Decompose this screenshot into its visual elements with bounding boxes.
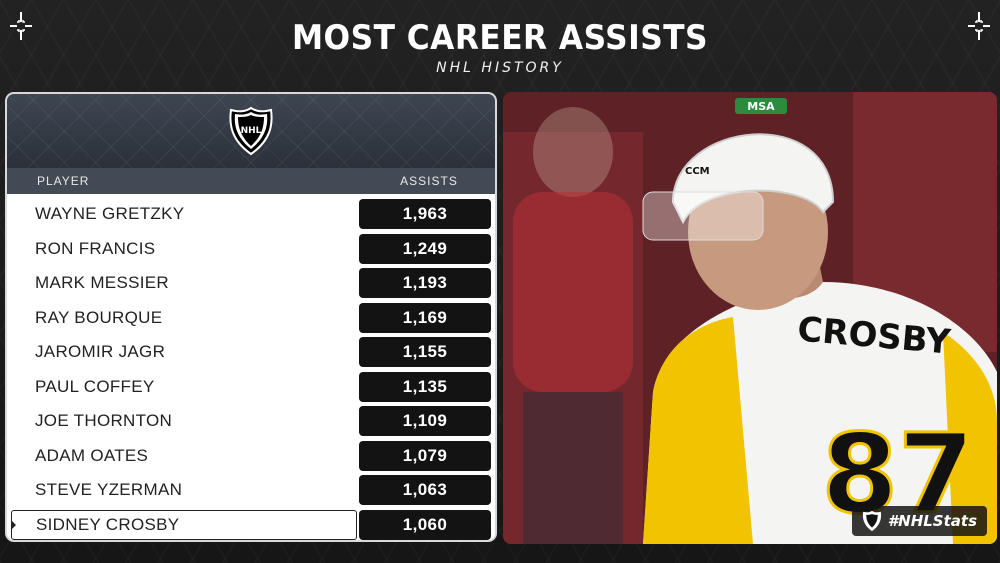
table-row-highlighted: SIDNEY CROSBY 1,060 — [11, 509, 491, 540]
table-body: WAYNE GRETZKY 1,963 RON FRANCIS 1,249 MARK M… — [7, 194, 495, 540]
player-name: MARK MESSIER — [11, 268, 359, 298]
assists-value: 1,063 — [359, 475, 491, 505]
helmet-sponsor-text: MSA — [747, 100, 775, 113]
table-row: ADAM OATES 1,079 — [11, 440, 491, 471]
hashtag-text: #NHLStats — [887, 512, 977, 530]
player-name: WAYNE GRETZKY — [11, 199, 359, 229]
assists-value: 1,060 — [359, 509, 491, 540]
column-header-assists: ASSISTS — [400, 174, 458, 188]
table-row: RAY BOURQUE 1,169 — [11, 302, 491, 333]
page-title: MOST CAREER ASSISTS — [291, 18, 709, 58]
highlight-marker-icon — [11, 519, 16, 530]
crosshair-ornament-icon — [968, 12, 990, 40]
assists-value: 1,169 — [359, 302, 491, 333]
player-name: JAROMIR JAGR — [11, 337, 359, 367]
player-photo-illustration: MSA CCM CROSBY 87 — [503, 92, 997, 544]
column-header-player: PLAYER — [37, 174, 90, 188]
table-row: JOE THORNTON 1,109 — [11, 406, 491, 436]
table-row: WAYNE GRETZKY 1,963 — [11, 199, 491, 229]
player-name: JOE THORNTON — [11, 406, 359, 436]
table-row: JAROMIR JAGR 1,155 — [11, 337, 491, 367]
assists-value: 1,193 — [359, 268, 491, 298]
table-row: PAUL COFFEY 1,135 — [11, 371, 491, 402]
assists-value: 1,963 — [359, 199, 491, 229]
player-name: SIDNEY CROSBY — [11, 509, 357, 540]
table-row: STEVE YZERMAN 1,063 — [11, 475, 491, 505]
table-column-headers: PLAYER ASSISTS — [7, 168, 495, 194]
logo-text: NHL — [241, 126, 262, 136]
nhl-shield-icon — [862, 510, 881, 532]
player-name: PAUL COFFEY — [11, 371, 359, 402]
page-subtitle: NHL HISTORY — [436, 60, 564, 76]
player-name: RAY BOURQUE — [11, 302, 359, 333]
header: MOST CAREER ASSISTS NHL HISTORY — [0, 18, 1000, 76]
assists-value: 1,109 — [359, 406, 491, 436]
nhl-shield-icon: NHL — [229, 106, 273, 156]
assists-value: 1,155 — [359, 337, 491, 367]
player-name: ADAM OATES — [11, 440, 359, 471]
assists-value: 1,079 — [359, 440, 491, 471]
assists-value: 1,249 — [359, 233, 491, 264]
helmet-brand-text: CCM — [685, 166, 710, 177]
leaderboard-table: NHL PLAYER ASSISTS WAYNE GRETZKY 1,963 RON… — [5, 92, 497, 542]
player-name: STEVE YZERMAN — [11, 475, 359, 505]
table-row: MARK MESSIER 1,193 — [11, 268, 491, 298]
assists-value: 1,135 — [359, 371, 491, 402]
table-row: RON FRANCIS 1,249 — [11, 233, 491, 264]
player-photo: MSA CCM CROSBY 87 #NHLStats — [503, 92, 997, 544]
table-header-banner: NHL — [7, 94, 495, 168]
hashtag-badge: #NHLStats — [851, 506, 987, 536]
crosshair-ornament-icon — [10, 12, 32, 40]
player-name: RON FRANCIS — [11, 233, 359, 264]
